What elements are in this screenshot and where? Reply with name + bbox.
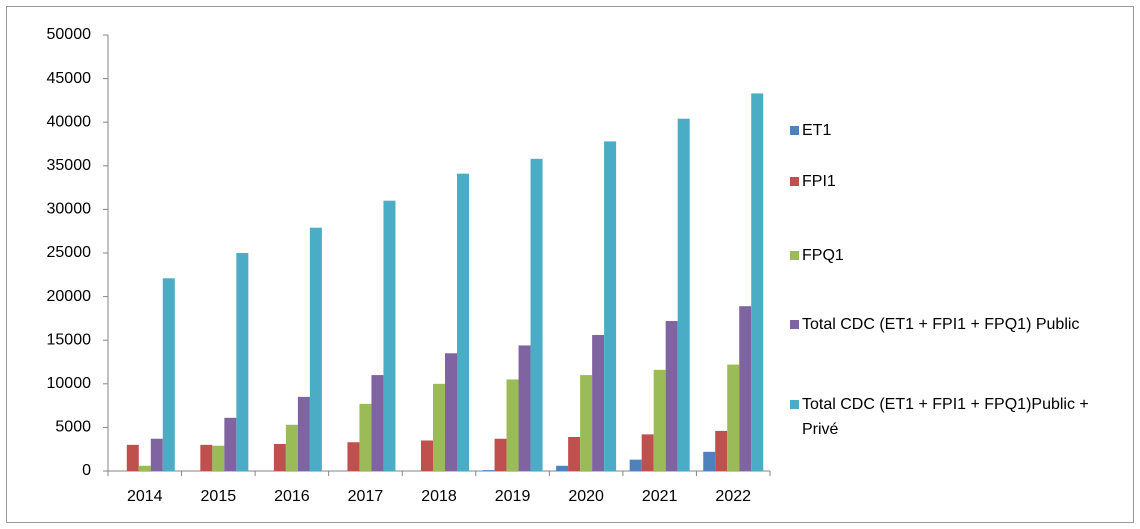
bar [677, 118, 690, 471]
bar [457, 173, 469, 471]
bar [629, 459, 642, 471]
bar [359, 403, 372, 471]
y-tick-label: 35000 [47, 157, 92, 174]
x-tick-label: 2015 [201, 488, 237, 505]
bar [751, 93, 764, 471]
bar [568, 436, 581, 471]
bar [126, 444, 139, 471]
legend-entry: Total CDC (ET1 + FPI1 + FPQ1) Public [790, 312, 1120, 337]
x-tick-label: 2022 [715, 488, 751, 505]
bar [703, 451, 716, 471]
legend-swatch [790, 320, 799, 329]
bar [556, 465, 569, 471]
bar [200, 444, 213, 471]
bar [236, 253, 249, 471]
bar [494, 438, 507, 471]
x-tick-label: 2020 [568, 488, 604, 505]
y-tick-label: 0 [82, 462, 91, 479]
bar [297, 396, 310, 471]
bar [641, 434, 654, 471]
bar [138, 465, 151, 471]
y-tick-label: 5000 [55, 419, 91, 436]
y-tick-label: 30000 [47, 201, 92, 218]
bar [212, 445, 225, 471]
legend-swatch [790, 400, 799, 409]
x-tick-label: 2018 [421, 488, 457, 505]
bar [506, 379, 519, 471]
bar [273, 443, 286, 471]
x-tick-label: 2016 [274, 488, 310, 505]
legend-label: ET1 [802, 122, 832, 139]
bar [518, 345, 531, 471]
legend-entry: FPQ1 [790, 243, 1120, 268]
y-tick-label: 40000 [47, 113, 92, 130]
bar [433, 383, 445, 471]
bar [715, 430, 728, 471]
y-tick-label: 15000 [47, 331, 92, 348]
y-tick-label: 45000 [47, 70, 92, 87]
bar [653, 369, 666, 471]
y-tick-label: 25000 [47, 244, 92, 261]
bar [371, 375, 384, 471]
legend-label: FPQ1 [802, 247, 844, 264]
bar [530, 158, 543, 471]
x-tick-label: 2014 [127, 488, 163, 505]
bar [482, 470, 495, 471]
bar [224, 417, 237, 471]
bar [445, 353, 457, 471]
legend-swatch [790, 251, 799, 260]
legend-swatch [790, 126, 799, 135]
legend-entry: FPI1 [790, 169, 1120, 194]
legend-swatch [790, 177, 799, 186]
bar [309, 227, 322, 471]
bar [665, 321, 678, 471]
bar [592, 334, 605, 471]
y-tick-label: 50000 [47, 26, 92, 43]
bar [421, 440, 433, 471]
x-tick-label: 2019 [495, 488, 531, 505]
bar [580, 375, 593, 471]
legend-label: Total CDC (ET1 + FPI1 + FPQ1)Public + Pr… [802, 396, 1089, 438]
bar [727, 364, 740, 471]
x-tick-label: 2017 [348, 488, 384, 505]
bar [162, 278, 175, 471]
x-tick-label: 2021 [642, 488, 678, 505]
bar [285, 424, 298, 471]
y-tick-label: 10000 [47, 375, 92, 392]
bar [739, 306, 752, 471]
legend-entry: ET1 [790, 118, 1120, 143]
bar [150, 438, 163, 471]
bar [347, 442, 360, 471]
y-tick-label: 20000 [47, 288, 92, 305]
legend-entry: Total CDC (ET1 + FPI1 + FPQ1)Public + Pr… [790, 392, 1120, 442]
bar [604, 141, 617, 471]
chart-border [6, 6, 1134, 523]
bar [383, 200, 396, 471]
legend-label: FPI1 [802, 173, 836, 190]
legend-label: Total CDC (ET1 + FPI1 + FPQ1) Public [802, 316, 1080, 333]
